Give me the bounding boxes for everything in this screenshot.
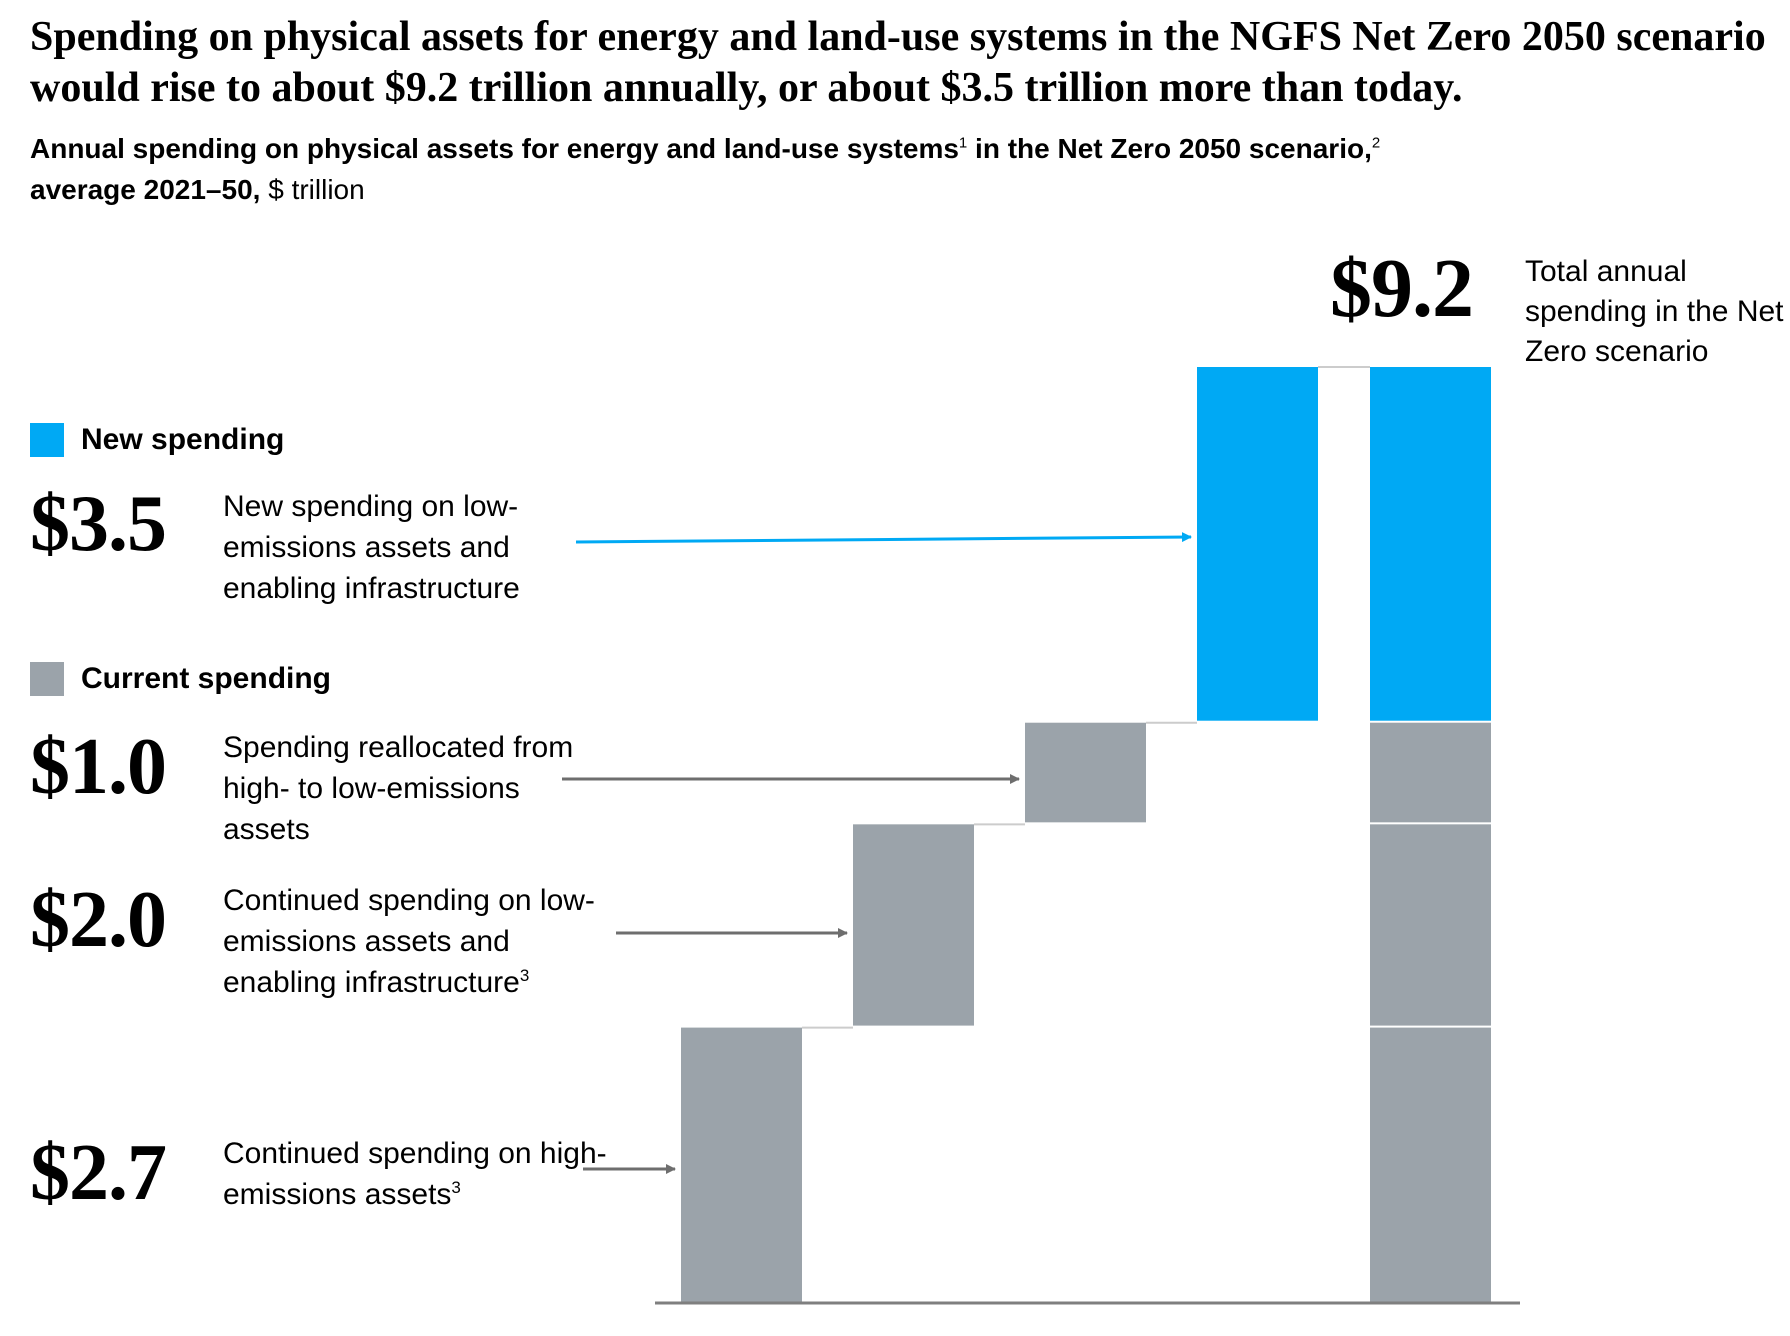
desc-new-spending: New spending on low-emissions assets and… — [223, 490, 520, 605]
legend-new-spending: New spending — [30, 423, 284, 457]
value-reallocated: $1.0 — [30, 723, 167, 811]
total-bar-segment-4 — [1370, 367, 1491, 721]
desc-continued-low-footnote: 3 — [519, 966, 530, 985]
legend-label-new: New spending — [81, 423, 285, 456]
desc-continued-low-text: Continued spending on low-emissions asse… — [223, 884, 595, 999]
legend-swatch-current — [30, 662, 64, 696]
legend-current-spending: Current spending — [30, 662, 331, 696]
legend-swatch-new — [30, 423, 64, 457]
legend-label-current: Current spending — [81, 662, 332, 695]
arrow-new-spending — [575, 532, 1192, 544]
desc-reallocated: Spending reallocated from high- to low-e… — [223, 731, 574, 846]
connector-lines — [802, 366, 1370, 1029]
subtitle-part-2: in the Net Zero 2050 scenario, — [967, 133, 1372, 164]
value-continued-low: $2.0 — [30, 876, 167, 964]
desc-total: Total annual spending in the Net Zero sc… — [1525, 255, 1784, 368]
subtitle-footnote-2: 2 — [1371, 134, 1381, 152]
chart-subtitle: Annual spending on physical assets for e… — [30, 128, 1730, 210]
total-bar-segment-1 — [1370, 1027, 1491, 1302]
subtitle-unit: $ trillion — [260, 174, 365, 205]
total-bar-segment-3 — [1370, 722, 1491, 823]
desc-continued-low: Continued spending on low-emissions asse… — [223, 880, 613, 1003]
waterfall-bar-3 — [1025, 722, 1146, 823]
value-total: $9.2 — [1330, 242, 1474, 335]
subtitle-footnote-1: 1 — [958, 134, 968, 152]
subtitle-part-3: average 2021–50, — [30, 174, 261, 205]
subtitle-part-1: Annual spending on physical assets for e… — [30, 133, 959, 164]
bars-group — [681, 367, 1491, 1302]
value-new-spending: $3.5 — [30, 480, 167, 568]
desc-continued-high-footnote: 3 — [451, 1178, 461, 1197]
waterfall-bar-4 — [1197, 367, 1318, 721]
desc-continued-high-text: Continued spending on high-emissions ass… — [223, 1137, 607, 1211]
desc-continued-high: Continued spending on high-emissions ass… — [223, 1133, 613, 1215]
waterfall-bar-2 — [853, 824, 974, 1026]
annotation-arrows — [562, 532, 1192, 1174]
total-bar-segment-2 — [1370, 824, 1491, 1026]
value-continued-high: $2.7 — [30, 1129, 167, 1217]
chart-title: Spending on physical assets for energy a… — [30, 14, 1766, 111]
waterfall-bar-1 — [681, 1027, 802, 1302]
